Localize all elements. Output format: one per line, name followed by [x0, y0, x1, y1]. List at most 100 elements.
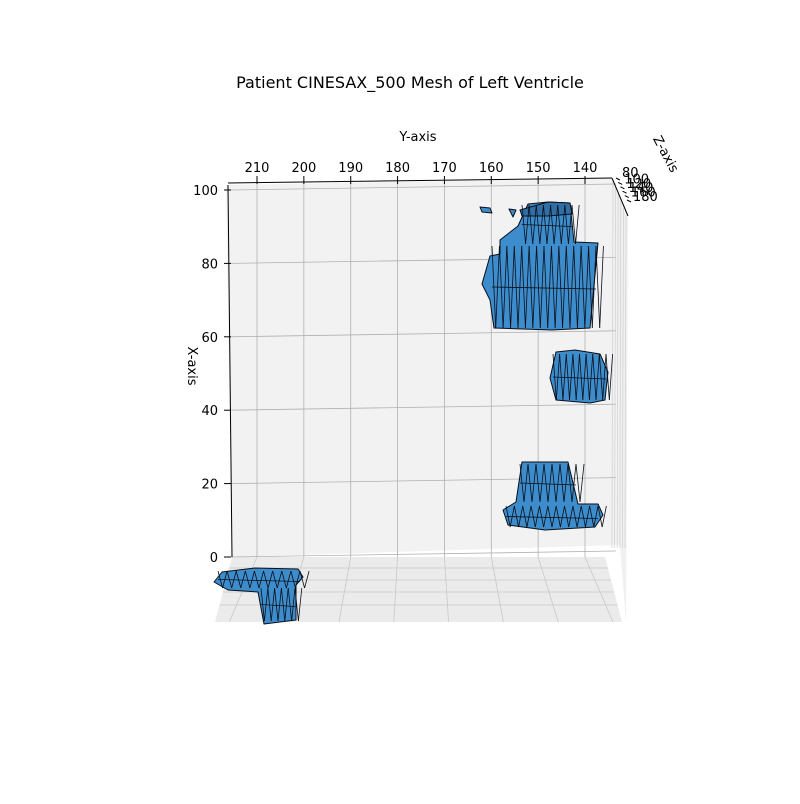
- mesh-edge: [585, 505, 591, 528]
- z-tick-mark: [620, 186, 625, 190]
- mesh-edge: [526, 505, 532, 528]
- mesh-edge: [589, 353, 594, 401]
- mesh-small-fragment: [479, 206, 493, 214]
- mesh-edge: [564, 204, 569, 245]
- z-axis-line: [611, 177, 629, 217]
- y-tick-label: 170: [432, 161, 457, 176]
- mesh-edge: [599, 245, 604, 329]
- mesh-edge: [249, 570, 255, 589]
- mesh-edge: [580, 505, 586, 528]
- mesh-edge: [532, 245, 537, 329]
- mesh-edge: [235, 570, 242, 589]
- mesh-edge: [281, 587, 286, 622]
- mesh-edge: [539, 245, 545, 329]
- mesh-edge: [550, 204, 555, 245]
- mesh-edge: [534, 505, 540, 528]
- floor-pane: [215, 557, 622, 622]
- z-gridline: [611, 179, 614, 549]
- mesh-edge: [555, 463, 561, 503]
- mesh-edge: [543, 463, 549, 503]
- mesh-edge: [276, 570, 283, 589]
- mesh-edge: [588, 245, 593, 329]
- x-axis-label: X-axis: [184, 347, 199, 386]
- mesh-edge: [291, 587, 296, 622]
- mesh-edge: [572, 505, 578, 528]
- y-axis-label: Y-axis: [398, 130, 436, 145]
- mesh-edge: [513, 245, 519, 329]
- mesh-edge: [555, 505, 561, 528]
- mesh-edge: [563, 463, 569, 503]
- mesh-edge: [284, 587, 289, 622]
- mesh-edge: [557, 204, 562, 245]
- mesh-upper-cap: [519, 201, 573, 217]
- mesh-edge: [267, 587, 272, 622]
- mesh-edge: [260, 604, 296, 607]
- mesh-edge: [577, 245, 582, 329]
- mesh-edge: [552, 376, 607, 380]
- z-tick-label: 100: [624, 172, 649, 187]
- mesh-edge: [298, 587, 303, 622]
- mesh-edge: [539, 463, 545, 503]
- mesh-edge: [547, 463, 553, 503]
- x-tick-label: 20: [201, 478, 218, 493]
- mesh-edge: [559, 463, 565, 503]
- mesh-edge: [535, 463, 541, 503]
- mesh-edge: [554, 245, 560, 329]
- mesh-edge: [595, 245, 601, 329]
- mesh-edge: [304, 570, 310, 589]
- z-tick-mark: [624, 195, 630, 199]
- mesh-edge: [267, 570, 274, 589]
- mesh-small-fragment-2: [508, 208, 517, 218]
- mesh-edge: [547, 245, 552, 329]
- y-tick-label: 160: [479, 161, 504, 176]
- mesh-edge: [597, 505, 603, 528]
- x-gridline: [229, 330, 617, 338]
- mesh-edge: [546, 204, 551, 245]
- mesh-edge: [564, 505, 570, 528]
- mesh-edge: [573, 245, 578, 329]
- mesh-edge: [519, 482, 577, 486]
- mesh-edge: [558, 245, 563, 329]
- mesh-edge: [217, 579, 301, 582]
- y-tick-label: 190: [338, 161, 363, 176]
- mesh-edge: [608, 353, 614, 401]
- mesh-lower-segment: [502, 461, 604, 531]
- mesh-edge: [602, 353, 607, 401]
- mesh-edge: [565, 353, 570, 401]
- mesh-triangulation: [217, 204, 614, 622]
- x-tick-label: 80: [201, 257, 218, 272]
- mesh-edge: [585, 353, 590, 401]
- mesh-edge: [582, 353, 587, 401]
- mesh-edge: [592, 353, 597, 401]
- z-tick-label: 140: [629, 181, 654, 196]
- mesh-edge: [240, 570, 246, 589]
- mesh-edge: [584, 245, 589, 329]
- y-tick-label: 200: [291, 161, 316, 176]
- mesh-edge: [258, 570, 264, 589]
- mesh-edge: [290, 570, 296, 589]
- mesh-edge: [605, 353, 610, 401]
- z-tick-label: 120: [626, 177, 651, 192]
- mesh-edge: [569, 353, 574, 401]
- mesh-edge: [294, 587, 299, 622]
- mesh-edge: [562, 353, 567, 401]
- x-tick-label: 60: [201, 331, 218, 346]
- mesh-edge: [579, 463, 585, 503]
- mesh-edge: [591, 245, 597, 329]
- mesh-edge: [521, 224, 573, 227]
- mesh-edge: [575, 463, 581, 503]
- mesh-edge: [528, 245, 534, 329]
- mesh-edge: [559, 505, 565, 528]
- mesh-edge: [562, 245, 567, 329]
- mesh-edge: [543, 204, 548, 245]
- mesh-edge: [572, 353, 577, 401]
- mesh-edge: [571, 463, 577, 503]
- mesh-edge: [270, 587, 275, 622]
- mesh-edge: [551, 463, 557, 503]
- chart-title: Patient CINESAX_500 Mesh of Left Ventric…: [236, 73, 584, 93]
- mesh-edge: [263, 570, 269, 589]
- mesh-edge: [598, 353, 604, 401]
